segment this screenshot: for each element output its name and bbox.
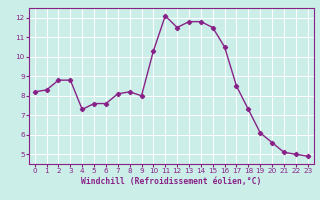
X-axis label: Windchill (Refroidissement éolien,°C): Windchill (Refroidissement éolien,°C): [81, 177, 261, 186]
